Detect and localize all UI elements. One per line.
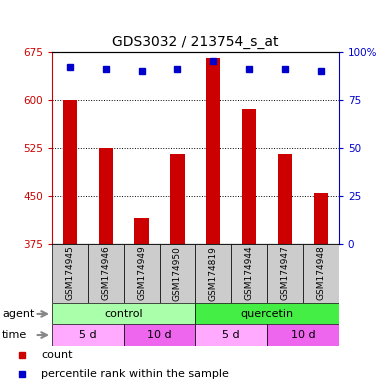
Bar — [195, 324, 267, 346]
Text: agent: agent — [2, 309, 34, 319]
Bar — [124, 244, 159, 303]
Bar — [88, 244, 124, 303]
Text: 10 d: 10 d — [291, 330, 315, 340]
Text: count: count — [41, 350, 72, 360]
Bar — [195, 244, 231, 303]
Bar — [267, 324, 339, 346]
Bar — [303, 244, 339, 303]
Bar — [170, 154, 185, 244]
Bar — [159, 244, 196, 303]
Text: percentile rank within the sample: percentile rank within the sample — [41, 369, 229, 379]
Text: GSM174944: GSM174944 — [244, 246, 254, 300]
Bar — [206, 58, 221, 244]
Bar — [52, 324, 124, 346]
Bar — [63, 100, 77, 244]
Bar — [124, 324, 195, 346]
Bar — [99, 148, 113, 244]
Text: GSM174949: GSM174949 — [137, 246, 146, 300]
Text: GSM174819: GSM174819 — [209, 246, 218, 301]
Text: time: time — [2, 330, 27, 340]
Text: GSM174947: GSM174947 — [281, 246, 290, 300]
Bar — [52, 244, 88, 303]
Text: control: control — [104, 309, 143, 319]
Bar — [242, 109, 256, 244]
Bar — [52, 303, 195, 324]
Text: quercetin: quercetin — [241, 309, 294, 319]
Text: GSM174945: GSM174945 — [65, 246, 74, 300]
Title: GDS3032 / 213754_s_at: GDS3032 / 213754_s_at — [112, 35, 279, 50]
Bar — [278, 154, 292, 244]
Text: 5 d: 5 d — [79, 330, 97, 340]
Text: GSM174946: GSM174946 — [101, 246, 110, 300]
Bar — [314, 193, 328, 244]
Bar — [134, 218, 149, 244]
Bar — [231, 244, 267, 303]
Text: 10 d: 10 d — [147, 330, 172, 340]
Bar — [195, 303, 339, 324]
Text: 5 d: 5 d — [223, 330, 240, 340]
Text: GSM174950: GSM174950 — [173, 246, 182, 301]
Bar — [267, 244, 303, 303]
Text: GSM174948: GSM174948 — [316, 246, 325, 300]
